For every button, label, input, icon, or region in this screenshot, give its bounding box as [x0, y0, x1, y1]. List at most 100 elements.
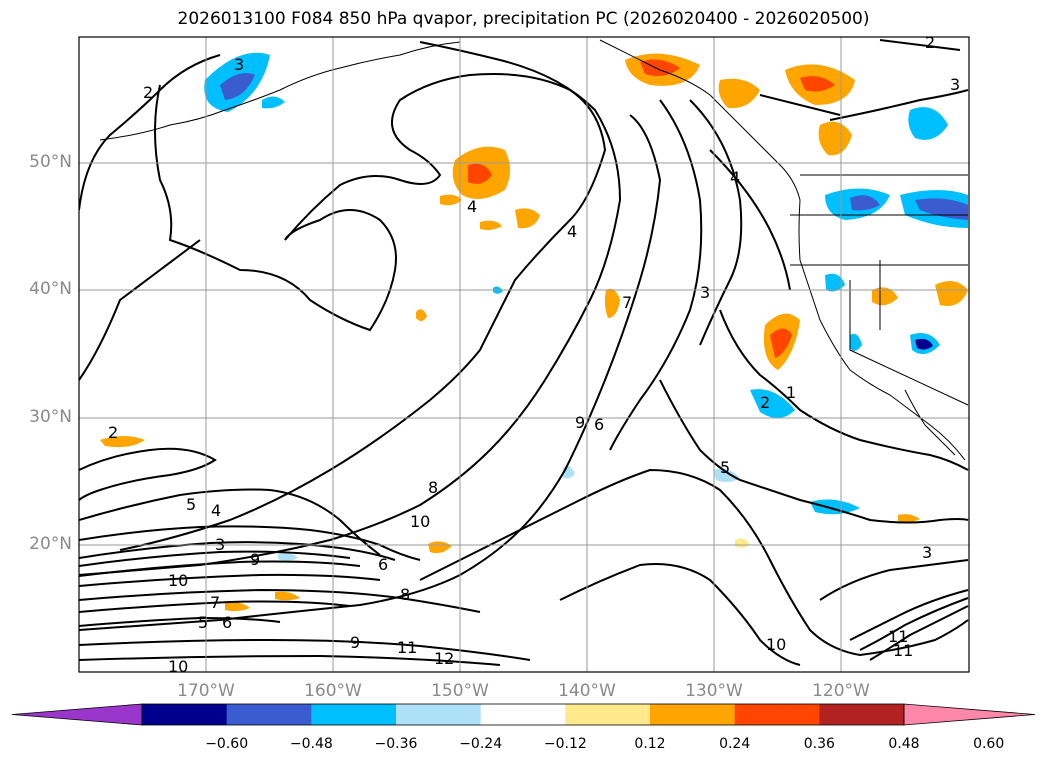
colorbar-swatch — [650, 704, 736, 725]
precip-blob-negative — [713, 468, 740, 483]
precip-blob-positive — [718, 78, 760, 109]
contour-label: 11 — [893, 641, 913, 660]
contour-label: 3 — [700, 283, 710, 302]
colorbar-tick-label: 0.12 — [634, 736, 666, 752]
precip-blob-negative — [915, 338, 933, 350]
contour-label: 10 — [766, 635, 786, 654]
qvapor-contours — [79, 39, 969, 666]
precip-blob-positive — [225, 602, 250, 612]
precip-blob-negative — [262, 96, 285, 109]
lat-label-20n: 20°N — [29, 534, 72, 554]
precip-blob-negative — [850, 195, 880, 211]
precip-blob-positive — [735, 538, 750, 548]
colorbar-tick-label: 0.60 — [973, 736, 1005, 752]
contour-label: 10 — [168, 571, 188, 590]
contour-label: 8 — [428, 478, 438, 497]
colorbar-tick-label: 0.48 — [888, 736, 920, 752]
precip-blob-positive — [640, 59, 680, 76]
contour-label: 5 — [720, 458, 730, 477]
colorbar-swatch — [226, 704, 312, 725]
precip-blob-positive — [100, 436, 145, 448]
colorbar-swatch — [565, 704, 651, 725]
colorbar-tick-label: −0.36 — [374, 736, 418, 752]
contour-label: 2 — [143, 83, 153, 102]
lon-label-170w: 170°W — [177, 681, 235, 701]
colorbar-tick-label: −0.24 — [459, 736, 503, 752]
lat-label-30n: 30°N — [29, 407, 72, 427]
contour-label: 10 — [410, 512, 430, 531]
precip-blob-positive — [935, 281, 968, 306]
contour-label: 7 — [622, 293, 632, 312]
precip-blob-positive — [818, 121, 852, 156]
precip-blob-positive — [275, 591, 300, 601]
colorbar-tick-label: 0.24 — [719, 736, 751, 752]
map-frame — [78, 36, 970, 673]
colorbar-extend-low — [11, 703, 143, 726]
contour-label: 12 — [434, 649, 454, 668]
contour-label: 7 — [210, 593, 220, 612]
precip-blob-negative — [908, 107, 948, 140]
colorbar-tick-label: −0.48 — [289, 736, 333, 752]
contour-label: 6 — [594, 415, 604, 434]
contour-label: 11 — [888, 627, 908, 646]
colorbar-swatch — [734, 704, 820, 725]
contour-label: 4 — [211, 501, 221, 520]
precip-blob-negative — [750, 389, 795, 419]
colorbar-swatch — [396, 704, 482, 725]
colorbar-extend-high — [903, 703, 1036, 726]
contour-label: 4 — [567, 222, 577, 241]
precip-blob-positive — [440, 194, 462, 206]
contour-label: 5 — [186, 495, 196, 514]
lon-label-150w: 150°W — [431, 681, 489, 701]
lat-label-50n: 50°N — [29, 152, 72, 172]
precip-blob-positive — [604, 288, 620, 318]
contour-label: 2 — [108, 423, 118, 442]
contour-label-layer: 2 3 4 4 4 3 2 3 2 7 1 2 9 6 5 8 10 5 4 3… — [108, 33, 960, 676]
contour-label: 3 — [950, 75, 960, 94]
contour-label: 3 — [215, 535, 225, 554]
precip-blob-positive — [872, 287, 898, 306]
contour-label: 9 — [575, 413, 585, 432]
lat-label-40n: 40°N — [29, 279, 72, 299]
contour-label: 6 — [222, 613, 232, 632]
colorbar-swatch — [480, 704, 566, 725]
precip-blob-positive — [800, 76, 835, 92]
contour-label: 2 — [760, 393, 770, 412]
contour-label: 3 — [234, 55, 244, 74]
contour-label: 6 — [378, 555, 388, 574]
contour-label: 9 — [350, 633, 360, 652]
contour-label: 3 — [922, 543, 932, 562]
contour-label: 1 — [786, 383, 796, 402]
lon-label-130w: 130°W — [685, 681, 743, 701]
contour-label: 2 — [925, 33, 935, 52]
precip-blob-positive — [515, 208, 540, 229]
precip-blob-positive — [898, 514, 920, 523]
precip-blob-positive — [468, 163, 492, 184]
precip-blob-positive — [480, 220, 502, 230]
coastlines — [99, 39, 969, 461]
precip-blob-negative — [825, 273, 845, 292]
contour-label: 5 — [198, 613, 208, 632]
contour-label: 10 — [168, 657, 188, 676]
lon-label-120w: 120°W — [812, 681, 870, 701]
colorbar-swatch — [311, 704, 397, 725]
precip-blob-negative — [278, 552, 298, 561]
contour-label: 8 — [400, 585, 410, 604]
graticule — [79, 37, 969, 672]
precip-blob-negative — [220, 72, 255, 100]
colorbar-tick-label: −0.12 — [543, 736, 587, 752]
colorbar-tick-label: −0.60 — [205, 736, 249, 752]
colorbar-tick-label: 0.36 — [803, 736, 835, 752]
contour-label: 9 — [250, 550, 260, 569]
colorbar-swatch — [142, 704, 228, 725]
precip-blob-positive — [416, 309, 427, 322]
lon-label-140w: 140°W — [558, 681, 616, 701]
precip-blob-negative — [850, 333, 862, 351]
contour-label: 4 — [467, 197, 477, 216]
contour-label: 4 — [730, 168, 740, 187]
precip-blob-positive — [770, 328, 792, 358]
colorbar-swatch — [819, 704, 905, 725]
precip-shading — [100, 52, 968, 612]
map-title: 2026013100 F084 850 hPa qvapor, precipit… — [177, 9, 870, 29]
precip-blob-positive — [428, 541, 452, 554]
